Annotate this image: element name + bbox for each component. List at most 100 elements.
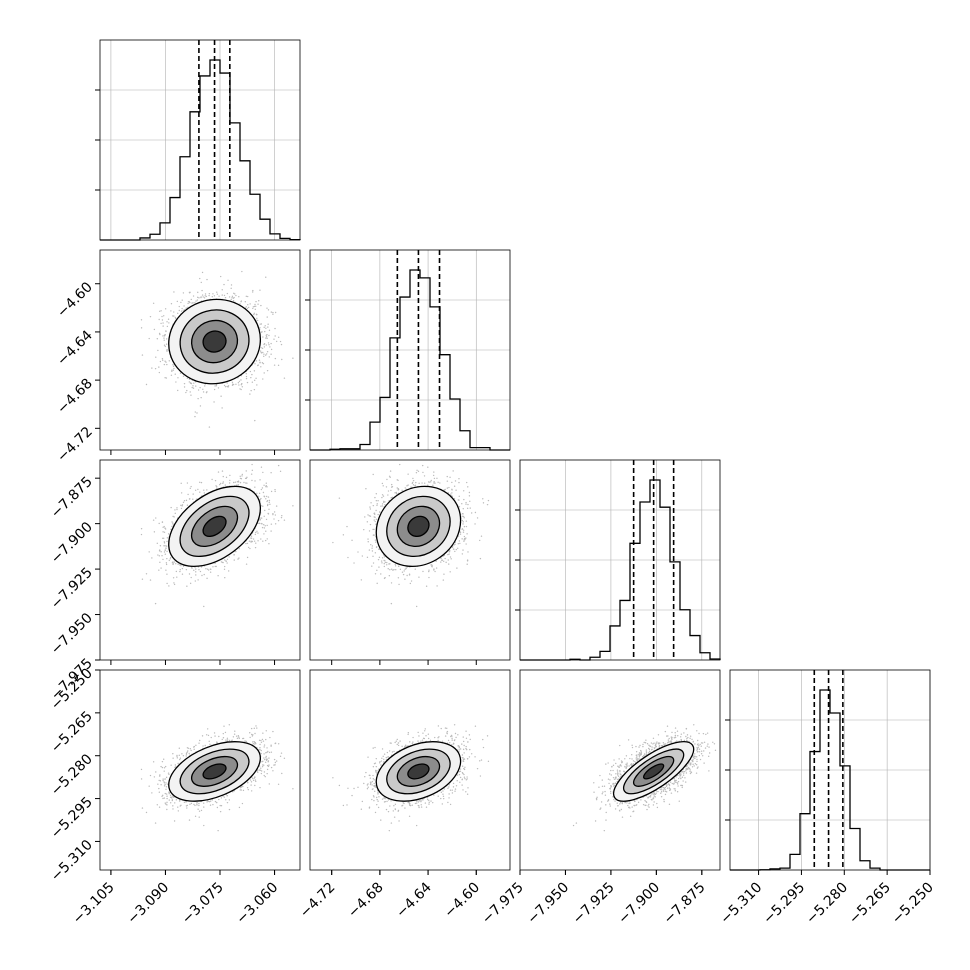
sample-point bbox=[170, 374, 173, 377]
sample-point bbox=[260, 366, 262, 368]
sample-point bbox=[163, 531, 166, 533]
sample-point bbox=[249, 370, 252, 373]
sample-point bbox=[152, 519, 155, 521]
sample-point bbox=[239, 481, 242, 484]
sample-point bbox=[277, 336, 280, 339]
sample-point bbox=[245, 542, 247, 545]
sample-point bbox=[159, 561, 161, 564]
sample-point bbox=[240, 379, 242, 381]
sample-point bbox=[159, 545, 162, 547]
sample-point bbox=[162, 526, 164, 528]
sample-point bbox=[153, 328, 156, 331]
sample-point bbox=[255, 377, 257, 380]
sample-point bbox=[197, 579, 199, 581]
sample-point bbox=[264, 325, 266, 327]
sample-point bbox=[183, 500, 186, 502]
sample-point bbox=[195, 574, 197, 576]
sample-point bbox=[177, 312, 179, 315]
sample-point bbox=[224, 577, 226, 579]
sample-point bbox=[274, 327, 276, 330]
sample-point bbox=[168, 360, 171, 362]
sample-point bbox=[240, 300, 243, 302]
sample-point bbox=[232, 297, 235, 299]
sample-point bbox=[233, 481, 235, 484]
sample-point bbox=[268, 344, 270, 346]
sample-point bbox=[172, 522, 174, 524]
sample-point bbox=[201, 574, 203, 577]
sample-point bbox=[172, 369, 175, 371]
sample-point bbox=[182, 292, 185, 294]
sample-point bbox=[249, 303, 251, 305]
sample-point bbox=[192, 498, 194, 500]
sample-point bbox=[255, 360, 258, 362]
sample-point bbox=[277, 519, 280, 522]
sample-point bbox=[263, 533, 265, 535]
sample-point bbox=[162, 325, 164, 327]
sample-point bbox=[226, 382, 228, 384]
sample-point bbox=[166, 550, 168, 553]
sample-point bbox=[169, 556, 172, 559]
sample-point bbox=[157, 554, 159, 556]
sample-point bbox=[274, 490, 276, 493]
sample-point bbox=[234, 481, 237, 483]
sample-point bbox=[200, 566, 203, 568]
sample-point bbox=[194, 411, 196, 413]
sample-point bbox=[265, 482, 267, 484]
sample-point bbox=[148, 551, 150, 553]
sample-point bbox=[226, 558, 229, 560]
sample-point bbox=[214, 479, 217, 482]
sample-point bbox=[156, 338, 159, 340]
sample-point bbox=[165, 338, 168, 340]
sample-point bbox=[168, 322, 170, 324]
sample-point bbox=[280, 516, 283, 519]
sample-point bbox=[158, 310, 161, 313]
sample-point bbox=[224, 296, 227, 299]
sample-point bbox=[259, 362, 261, 364]
sample-point bbox=[189, 487, 192, 490]
sample-point bbox=[202, 391, 205, 393]
sample-point bbox=[246, 307, 249, 310]
sample-point bbox=[190, 394, 192, 396]
sample-point bbox=[239, 475, 241, 477]
sample-point bbox=[186, 377, 189, 380]
sample-point bbox=[225, 476, 228, 479]
sample-point bbox=[227, 570, 230, 572]
sample-point bbox=[203, 297, 206, 299]
sample-point bbox=[281, 514, 283, 517]
sample-point bbox=[251, 381, 254, 383]
sample-point bbox=[186, 585, 188, 587]
sample-point bbox=[164, 549, 166, 551]
sample-point bbox=[177, 563, 179, 565]
sample-point bbox=[166, 363, 168, 366]
sample-point bbox=[162, 531, 164, 533]
sample-point bbox=[223, 384, 226, 387]
sample-point bbox=[259, 289, 261, 291]
sample-point bbox=[201, 271, 204, 274]
sample-point bbox=[250, 376, 252, 379]
sample-point bbox=[252, 289, 254, 292]
sample-point bbox=[223, 294, 226, 297]
sample-point bbox=[256, 319, 259, 322]
sample-point bbox=[245, 295, 248, 298]
sample-point bbox=[265, 276, 267, 278]
sample-point bbox=[251, 373, 253, 376]
sample-point bbox=[221, 407, 223, 409]
sample-point bbox=[204, 295, 206, 297]
sample-point bbox=[188, 291, 191, 294]
sample-point bbox=[267, 309, 270, 311]
sample-point bbox=[162, 537, 164, 540]
sample-point bbox=[221, 294, 223, 296]
sample-point bbox=[180, 482, 182, 485]
sample-point bbox=[267, 323, 269, 325]
sample-point bbox=[208, 426, 211, 428]
sample-point bbox=[272, 311, 274, 314]
sample-point bbox=[164, 308, 167, 310]
sample-point bbox=[223, 565, 226, 568]
sample-point bbox=[246, 381, 249, 384]
sample-point bbox=[266, 524, 268, 527]
sample-point bbox=[262, 351, 264, 354]
sample-point bbox=[206, 568, 209, 570]
sample-point bbox=[163, 337, 165, 339]
sample-point bbox=[253, 379, 256, 382]
